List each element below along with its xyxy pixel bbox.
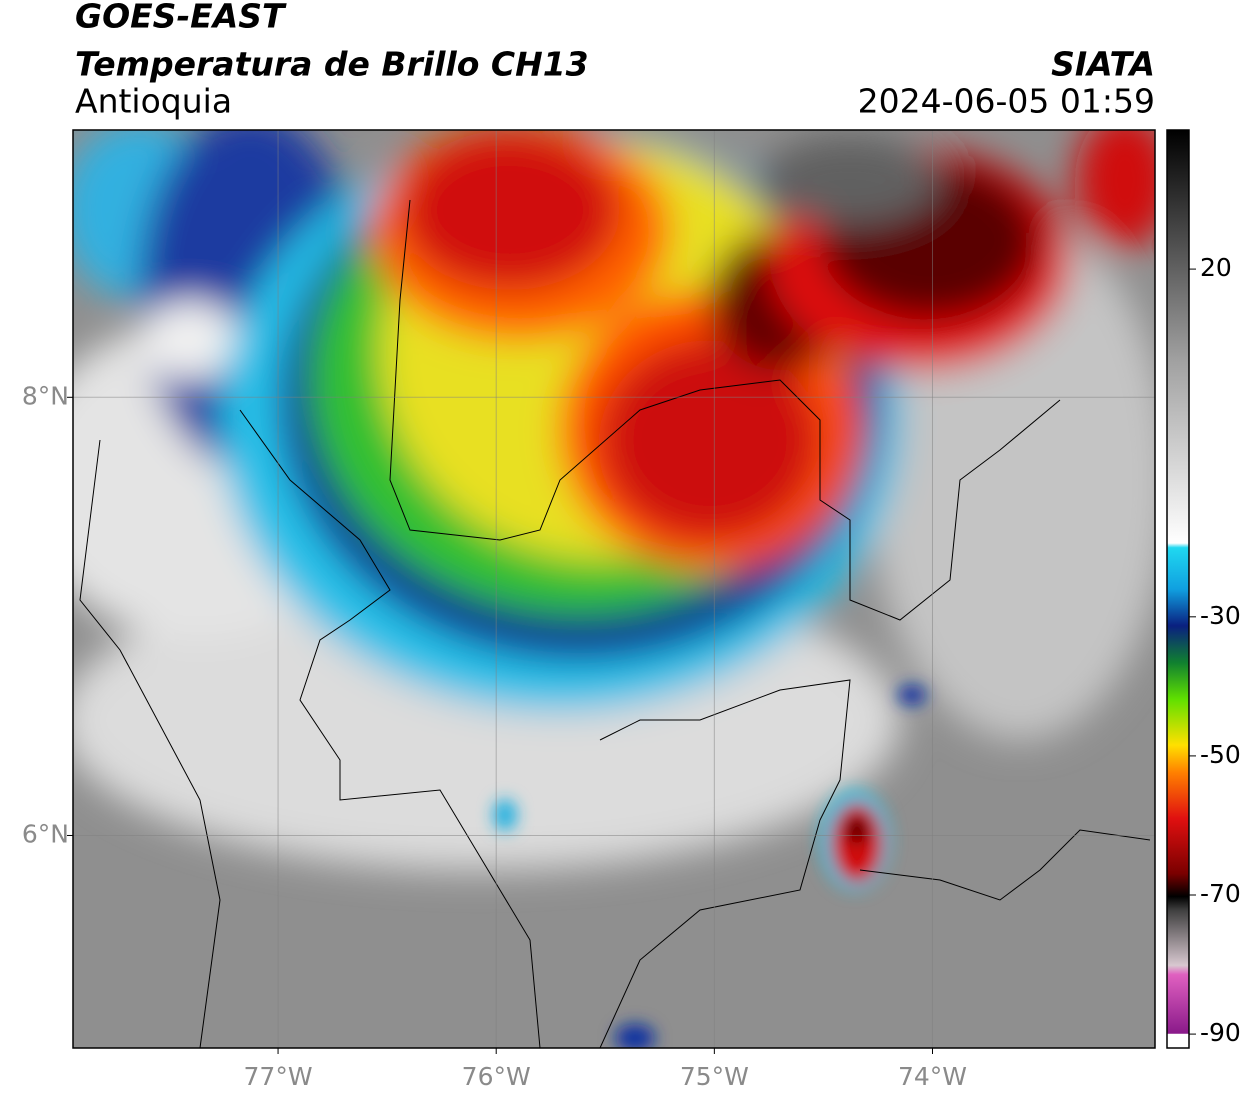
colorbar-tick-label: -70	[1200, 879, 1241, 908]
border	[239, 409, 541, 1048]
source: SIATA	[1051, 45, 1155, 84]
cloud	[615, 1024, 655, 1048]
colorbar-tick-label: -30	[1200, 601, 1241, 630]
border	[79, 439, 221, 1048]
grid	[73, 130, 1155, 1048]
timestamp: 2024-06-05 01:59	[858, 82, 1155, 121]
borders	[79, 199, 1151, 1048]
border	[389, 199, 1061, 621]
colorbar-tick-label: -90	[1200, 1018, 1241, 1047]
colorbar-tick-label: -50	[1200, 740, 1241, 769]
x-tick-label: 74°W	[898, 1062, 967, 1091]
x-tick-label: 76°W	[462, 1062, 531, 1091]
imagery	[73, 130, 1155, 1048]
cloud	[400, 130, 620, 290]
region: Antioquia	[75, 82, 232, 121]
storm	[493, 685, 926, 1048]
title: GOES-EAST	[75, 0, 287, 36]
cloud	[898, 685, 926, 705]
y-tick-label: 6°N	[22, 819, 69, 848]
colorbar	[1166, 129, 1190, 1049]
cloud	[845, 816, 869, 844]
cloud	[493, 799, 517, 831]
colorbar-tick-label: 20	[1200, 253, 1232, 282]
y-tick-label: 8°N	[22, 381, 69, 410]
x-tick-label: 77°W	[244, 1062, 313, 1091]
border	[599, 679, 851, 1048]
x-tick-label: 75°W	[680, 1062, 749, 1091]
cloud	[600, 340, 820, 540]
clouds	[73, 130, 1155, 870]
subtitle: Temperatura de Brillo CH13	[75, 45, 589, 84]
cloud	[760, 135, 940, 225]
border	[859, 829, 1151, 901]
map-frame	[72, 129, 1156, 1049]
cloud	[140, 300, 240, 380]
cloud	[1075, 130, 1155, 250]
